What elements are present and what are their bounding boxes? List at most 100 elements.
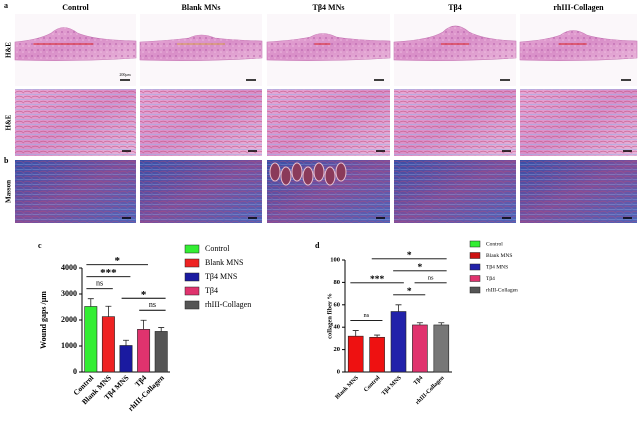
tissue-texture: [140, 35, 262, 61]
legend-swatch: [184, 286, 200, 296]
he-texture: [520, 89, 637, 156]
bar: [433, 324, 450, 373]
x-tick-label: Blank MNS: [334, 375, 360, 401]
y-tick-label: 60: [334, 301, 341, 308]
legend-swatch: [184, 244, 200, 254]
tissue-texture: [267, 33, 390, 61]
bar: [154, 331, 168, 373]
masson-texture: [15, 160, 136, 223]
error-bar: [105, 305, 112, 317]
y-tick-label: 0: [337, 368, 340, 375]
y-tick-label: 20: [334, 346, 341, 353]
panel-label: d: [315, 241, 320, 250]
legend-label: Blank MNS: [486, 253, 512, 259]
legend-label: rhIII-Collagen: [205, 300, 251, 309]
bar: [137, 329, 151, 373]
y-axis-label: Wound gaps /μm: [39, 291, 48, 349]
legend-label: rhIII-Collagen: [486, 287, 518, 293]
bar: [119, 345, 133, 373]
column-header: Tβ4: [448, 3, 462, 12]
legend-swatch: [184, 272, 200, 282]
legend-swatch: [184, 300, 200, 310]
column-header: rhIII-Collagen: [553, 3, 604, 12]
row-label: H&E: [5, 42, 13, 58]
significance-label: ns: [96, 279, 103, 288]
column-header: Tβ4 MNs: [313, 3, 345, 12]
legend-label: Control: [486, 241, 503, 247]
gland: [324, 166, 336, 186]
he-texture: [267, 89, 390, 156]
y-tick-label: 3000: [61, 289, 77, 298]
y-tick-label: 1000: [61, 341, 77, 350]
gland: [291, 162, 303, 182]
gland: [313, 162, 325, 182]
legend-swatch: [469, 263, 481, 271]
error-bar: [140, 319, 147, 330]
legend-label: Tβ4 MNS: [486, 264, 508, 270]
column-header: Blank MNs: [182, 3, 221, 12]
error-bar: [123, 339, 129, 346]
legend-swatch: [469, 252, 481, 259]
y-tick-label: 0: [73, 367, 77, 376]
error-bar: [374, 334, 381, 338]
y-tick-label: 100: [330, 256, 340, 263]
x-tick-label: Control: [363, 375, 382, 394]
he-texture: [15, 89, 136, 156]
gland: [269, 162, 281, 182]
panel-label: b: [4, 156, 9, 165]
significance-label: *: [418, 263, 423, 273]
y-tick-label: 2000: [61, 315, 77, 324]
significance-label: ns: [428, 274, 434, 281]
masson-texture: [520, 160, 637, 223]
error-bar: [438, 322, 445, 325]
legend-swatch: [469, 240, 481, 248]
bar: [84, 306, 98, 373]
legend-swatch: [469, 275, 481, 282]
masson-texture: [140, 160, 262, 223]
significance-label: *: [407, 287, 412, 297]
significance-label: ns: [149, 300, 156, 309]
masson-texture: [394, 160, 516, 223]
he-texture: [394, 89, 516, 156]
error-bar: [395, 304, 402, 312]
significance-label: ns: [364, 312, 370, 319]
legend-label: Tβ4: [205, 286, 218, 295]
significance-label: *: [141, 289, 147, 301]
panel-label: a: [4, 1, 8, 10]
legend-label: Tβ4 MNS: [205, 272, 237, 281]
legend-label: Blank MNS: [205, 258, 243, 267]
he-texture: [140, 89, 262, 156]
tissue-texture: [520, 30, 637, 61]
bar: [412, 324, 428, 373]
x-tick-label: Tβ4 MNS: [381, 375, 403, 397]
bar: [101, 316, 115, 373]
error-bar: [87, 298, 94, 307]
y-tick-label: 80: [334, 279, 341, 286]
error-bar: [158, 327, 165, 332]
panel-label: c: [38, 241, 42, 250]
row-label: Masson: [5, 180, 13, 203]
significance-label: *: [114, 255, 120, 267]
column-header: Control: [62, 3, 89, 12]
y-axis-label: collagen fiber %: [326, 293, 333, 339]
significance-label: *: [407, 251, 412, 261]
bar: [390, 311, 407, 373]
x-tick-label: Tβ4: [413, 375, 424, 386]
tissue-texture: [394, 26, 516, 61]
gland: [280, 166, 292, 186]
significance-label: ***: [100, 267, 117, 279]
significance-label: ***: [370, 275, 385, 285]
gland: [335, 162, 347, 182]
legend-label: Control: [205, 244, 230, 253]
scale-label: 200μm: [119, 72, 131, 77]
y-tick-label: 40: [334, 324, 341, 331]
error-bar: [416, 322, 423, 325]
row-label: H&E: [5, 114, 13, 130]
y-tick-label: 4000: [61, 263, 77, 272]
gland: [302, 166, 314, 186]
bar: [347, 335, 364, 373]
legend-swatch: [469, 286, 481, 294]
legend-label: Tβ4: [486, 276, 495, 282]
error-bar: [352, 330, 359, 337]
